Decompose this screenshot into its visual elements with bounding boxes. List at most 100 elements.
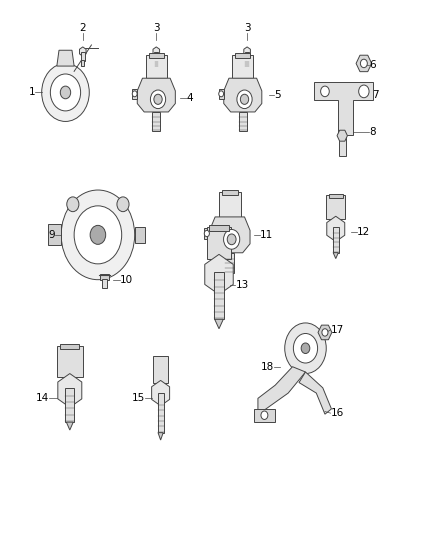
Polygon shape — [79, 47, 86, 56]
Circle shape — [359, 85, 369, 98]
Text: 9: 9 — [48, 230, 55, 240]
Polygon shape — [210, 217, 250, 253]
Circle shape — [154, 94, 162, 104]
Bar — [254, 409, 275, 422]
Polygon shape — [314, 82, 372, 135]
Circle shape — [240, 94, 249, 104]
Polygon shape — [57, 50, 74, 66]
Bar — [152, 112, 160, 131]
Polygon shape — [219, 89, 224, 99]
Text: 1: 1 — [28, 87, 35, 98]
Polygon shape — [215, 319, 223, 329]
Circle shape — [50, 74, 81, 111]
Bar — [207, 227, 231, 259]
Polygon shape — [58, 374, 82, 407]
Circle shape — [132, 91, 137, 97]
Text: 13: 13 — [236, 280, 249, 290]
Bar — [81, 52, 85, 61]
Bar — [245, 60, 249, 66]
Circle shape — [322, 329, 328, 336]
Bar — [235, 53, 251, 58]
Polygon shape — [356, 55, 372, 71]
Polygon shape — [205, 254, 233, 294]
Text: 4: 4 — [187, 93, 193, 103]
Bar — [326, 195, 346, 219]
Polygon shape — [66, 422, 73, 430]
Circle shape — [301, 343, 310, 353]
Bar — [155, 60, 158, 66]
Bar — [214, 272, 224, 319]
Polygon shape — [333, 253, 338, 259]
Bar — [158, 393, 164, 433]
Bar — [66, 388, 74, 422]
Circle shape — [321, 86, 329, 96]
Bar — [48, 224, 61, 245]
Polygon shape — [137, 78, 175, 112]
Polygon shape — [258, 367, 305, 411]
Polygon shape — [337, 130, 347, 141]
Circle shape — [61, 190, 134, 280]
Text: 18: 18 — [261, 362, 274, 372]
Text: 3: 3 — [153, 23, 159, 33]
Circle shape — [60, 86, 71, 99]
Text: 17: 17 — [331, 325, 344, 335]
Circle shape — [227, 234, 236, 245]
Circle shape — [285, 323, 326, 374]
Polygon shape — [327, 216, 345, 241]
Text: 10: 10 — [120, 274, 133, 285]
Bar — [233, 55, 253, 78]
Bar — [339, 135, 346, 156]
Bar — [153, 356, 168, 383]
Bar — [154, 52, 159, 61]
Circle shape — [293, 334, 318, 363]
Bar — [226, 253, 234, 273]
Text: 2: 2 — [79, 23, 86, 33]
Circle shape — [74, 206, 122, 264]
Bar — [134, 227, 145, 243]
Text: 11: 11 — [260, 230, 273, 240]
Polygon shape — [244, 47, 251, 56]
Polygon shape — [158, 433, 163, 440]
Bar — [57, 345, 83, 377]
Bar — [328, 193, 343, 198]
Text: 14: 14 — [36, 393, 49, 403]
Circle shape — [150, 90, 166, 109]
Circle shape — [67, 197, 79, 212]
Text: 5: 5 — [274, 90, 281, 100]
Bar — [219, 192, 241, 217]
Circle shape — [117, 197, 129, 212]
Circle shape — [261, 411, 268, 419]
Circle shape — [223, 230, 240, 249]
Polygon shape — [152, 381, 170, 406]
Circle shape — [90, 225, 106, 244]
Text: 12: 12 — [357, 227, 370, 237]
Circle shape — [237, 90, 252, 109]
Text: 3: 3 — [244, 23, 251, 33]
Bar — [102, 279, 107, 288]
Text: 16: 16 — [331, 408, 344, 418]
Circle shape — [42, 63, 89, 122]
Bar — [222, 190, 238, 196]
Circle shape — [360, 59, 367, 68]
Polygon shape — [153, 47, 159, 56]
Bar — [81, 60, 85, 66]
Polygon shape — [204, 228, 210, 239]
Bar — [245, 52, 249, 61]
Bar — [209, 225, 229, 231]
Text: 15: 15 — [132, 393, 145, 403]
Bar — [332, 227, 339, 253]
Circle shape — [219, 91, 223, 97]
Polygon shape — [132, 89, 137, 99]
Bar — [146, 55, 167, 78]
Bar — [239, 112, 247, 131]
Text: 6: 6 — [370, 60, 376, 70]
Text: 7: 7 — [372, 90, 379, 100]
Polygon shape — [299, 372, 332, 414]
Polygon shape — [224, 78, 262, 112]
Bar — [148, 53, 164, 58]
Bar — [100, 274, 109, 280]
Circle shape — [204, 230, 209, 237]
Text: 8: 8 — [370, 127, 376, 137]
Polygon shape — [318, 325, 332, 340]
Bar — [60, 343, 79, 349]
